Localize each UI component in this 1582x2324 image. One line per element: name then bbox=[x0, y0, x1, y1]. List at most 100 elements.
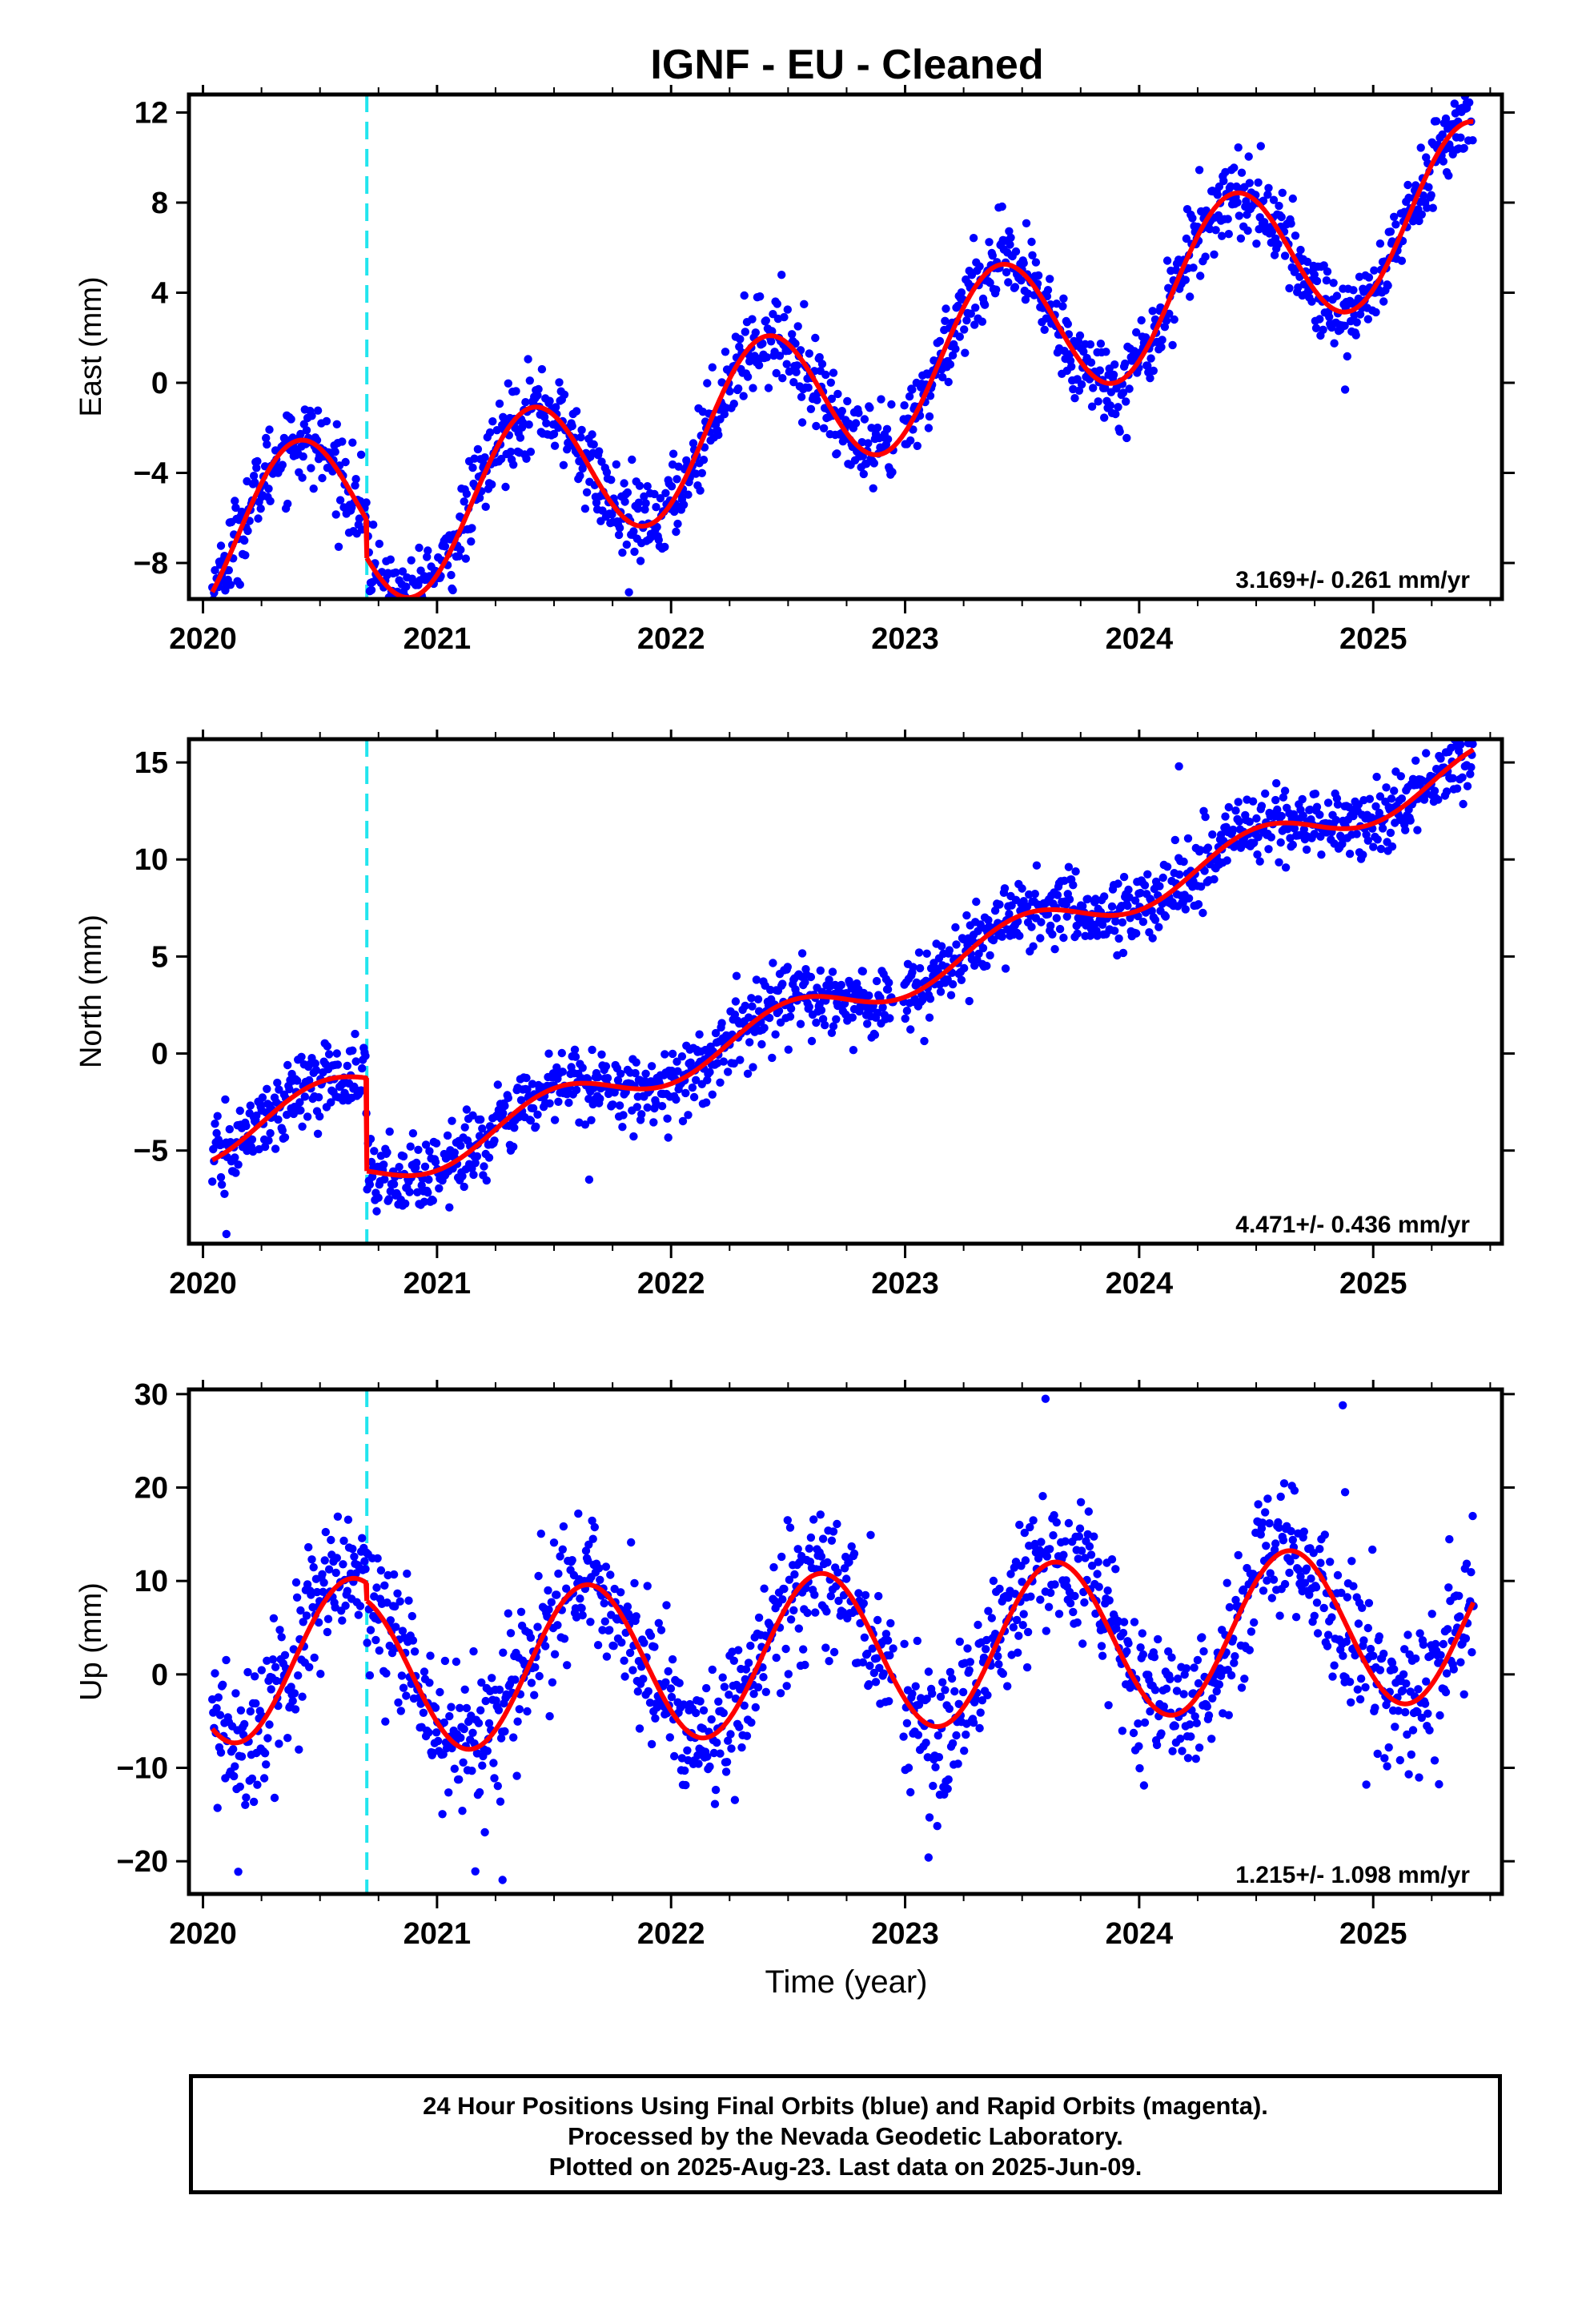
data-point bbox=[1355, 1695, 1365, 1704]
data-point bbox=[925, 1813, 934, 1822]
data-point bbox=[333, 1512, 343, 1522]
data-point bbox=[961, 348, 970, 357]
data-point bbox=[299, 452, 307, 461]
data-point bbox=[1404, 1770, 1413, 1779]
data-point bbox=[1395, 1755, 1405, 1765]
data-point bbox=[960, 325, 969, 334]
data-point bbox=[749, 1063, 757, 1072]
data-point bbox=[985, 238, 994, 247]
data-point bbox=[606, 1570, 615, 1579]
data-point bbox=[1468, 1648, 1476, 1657]
data-point bbox=[842, 1574, 851, 1583]
data-point bbox=[975, 262, 984, 271]
data-point bbox=[1343, 1593, 1352, 1602]
data-point bbox=[475, 493, 484, 502]
data-point bbox=[1162, 256, 1172, 265]
data-point bbox=[1462, 728, 1470, 736]
data-point bbox=[1460, 143, 1468, 153]
data-point bbox=[1280, 251, 1290, 260]
data-point bbox=[1467, 762, 1476, 772]
data-point bbox=[1233, 198, 1242, 207]
data-point bbox=[557, 1048, 566, 1058]
data-point bbox=[1196, 271, 1205, 280]
data-point bbox=[866, 1530, 875, 1540]
data-point bbox=[720, 1683, 729, 1691]
data-point bbox=[716, 1749, 725, 1758]
data-point bbox=[1380, 1754, 1389, 1763]
data-point bbox=[827, 394, 837, 404]
data-point bbox=[251, 1699, 260, 1708]
data-point bbox=[385, 1127, 394, 1136]
data-point bbox=[460, 1685, 469, 1694]
data-point bbox=[595, 447, 604, 456]
data-point bbox=[888, 468, 897, 476]
data-point bbox=[1456, 133, 1465, 142]
y-tick-label: 12 bbox=[135, 97, 168, 131]
data-point bbox=[829, 368, 838, 377]
data-point bbox=[1006, 240, 1014, 249]
data-point bbox=[478, 1124, 487, 1133]
y-tick-label: 10 bbox=[135, 1565, 168, 1598]
model-fit-line bbox=[210, 1548, 1476, 1752]
data-point bbox=[1135, 1763, 1144, 1773]
data-point bbox=[761, 316, 770, 325]
data-point bbox=[420, 1197, 429, 1206]
notes-line-1: 24 Hour Positions Using Final Orbits (bl… bbox=[423, 2092, 1268, 2120]
x-tick-labels: 2020 2021 2022 2023 2024 2025 bbox=[169, 622, 1407, 656]
data-point bbox=[679, 501, 689, 509]
data-point bbox=[1315, 315, 1324, 324]
data-point bbox=[1049, 1531, 1058, 1540]
data-point bbox=[597, 1050, 606, 1059]
data-point bbox=[1034, 271, 1043, 280]
data-point bbox=[1326, 1558, 1335, 1566]
data-point bbox=[241, 551, 250, 560]
data-point bbox=[348, 1046, 357, 1055]
data-point bbox=[727, 1744, 736, 1753]
data-point bbox=[216, 1748, 226, 1757]
data-point bbox=[1302, 845, 1311, 854]
data-point bbox=[290, 1689, 299, 1698]
data-point bbox=[1062, 912, 1072, 921]
data-point bbox=[580, 1120, 590, 1129]
data-point bbox=[1065, 895, 1074, 904]
data-point bbox=[647, 1739, 656, 1749]
data-point bbox=[542, 419, 551, 428]
data-point bbox=[572, 407, 581, 416]
data-point bbox=[229, 1745, 238, 1754]
data-point bbox=[1162, 862, 1172, 871]
data-point bbox=[1207, 1735, 1216, 1743]
data-point bbox=[460, 497, 468, 506]
data-point bbox=[1061, 1537, 1070, 1546]
data-point bbox=[331, 448, 339, 456]
data-point bbox=[266, 1128, 275, 1138]
data-point bbox=[865, 1661, 874, 1671]
data-point bbox=[963, 1644, 972, 1653]
data-point bbox=[966, 309, 976, 318]
data-point bbox=[954, 1759, 962, 1768]
x-tick-label: 2021 bbox=[404, 622, 472, 656]
data-point bbox=[1299, 1527, 1309, 1536]
data-point bbox=[1274, 239, 1283, 249]
data-point bbox=[309, 485, 318, 493]
data-point bbox=[713, 1738, 721, 1747]
data-point bbox=[598, 1626, 607, 1634]
data-point bbox=[407, 605, 415, 613]
data-point bbox=[786, 1615, 796, 1624]
data-point bbox=[734, 384, 743, 393]
data-point bbox=[1415, 216, 1423, 226]
data-point bbox=[1003, 1682, 1012, 1691]
data-point bbox=[253, 1780, 262, 1789]
data-point bbox=[629, 1132, 638, 1141]
data-point bbox=[230, 1771, 239, 1781]
data-point bbox=[1311, 790, 1320, 798]
data-point bbox=[240, 1719, 249, 1729]
data-point bbox=[806, 404, 816, 413]
data-point bbox=[601, 1062, 611, 1071]
data-point bbox=[322, 416, 331, 426]
data-point bbox=[522, 454, 531, 463]
data-point bbox=[1383, 281, 1392, 290]
data-point bbox=[263, 1734, 272, 1743]
data-point bbox=[399, 1683, 408, 1692]
data-point bbox=[523, 1085, 532, 1094]
data-point bbox=[267, 1685, 275, 1694]
